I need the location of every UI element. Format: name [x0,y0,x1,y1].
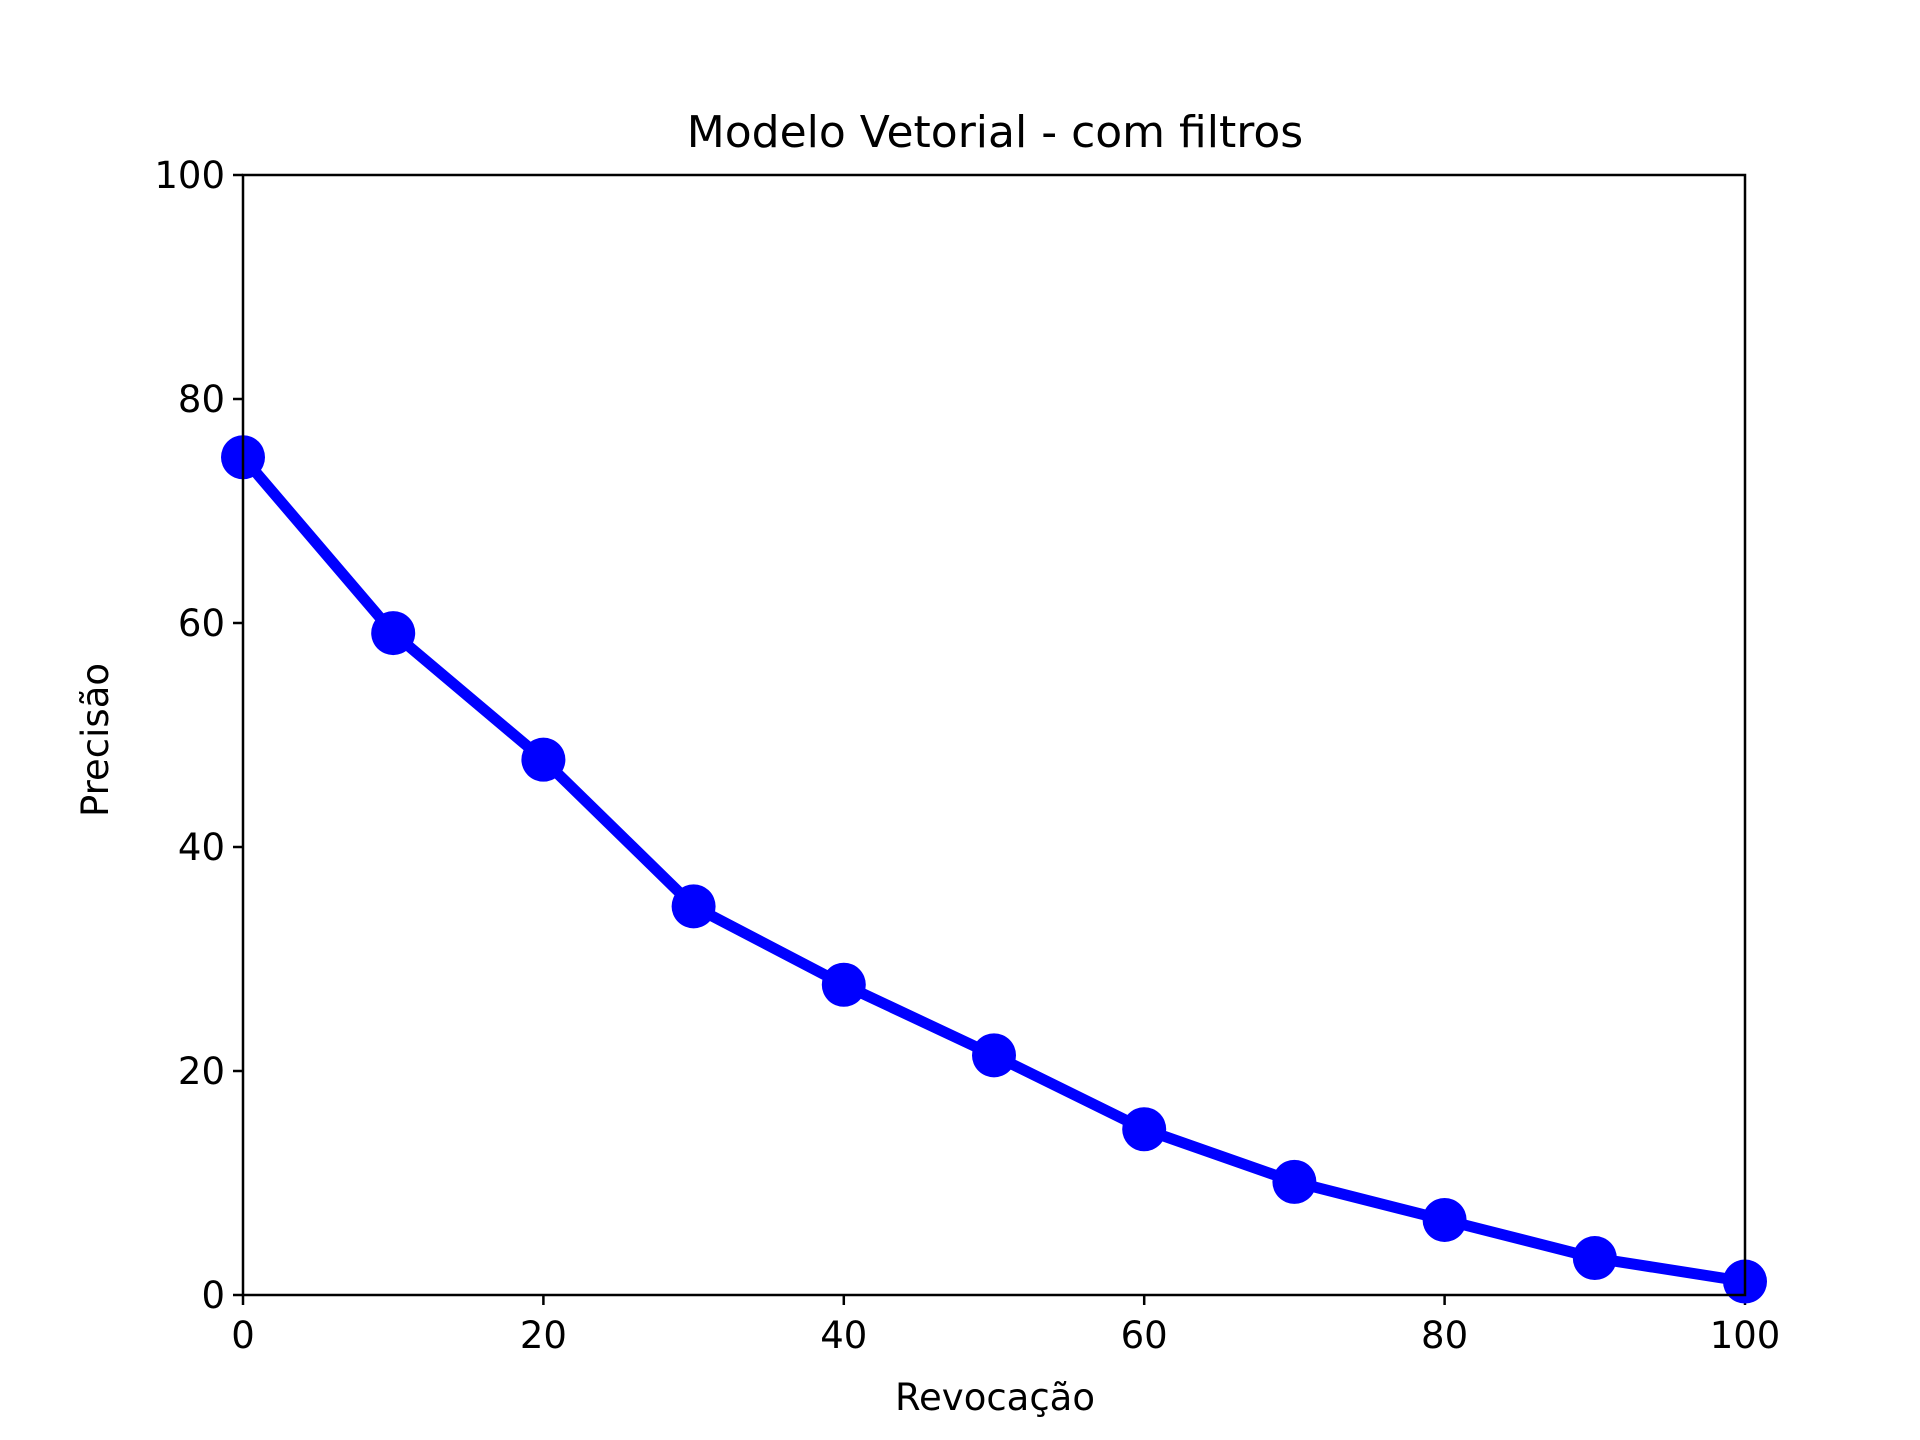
y-tick-label: 100 [154,154,225,197]
chart-title: Modelo Vetorial - com filtros [687,107,1303,158]
data-point [821,962,866,1007]
y-tick-label: 0 [201,1274,225,1317]
series-line [238,453,1746,1287]
data-point [1272,1159,1317,1204]
y-tick-label: 20 [178,1050,225,1093]
y-tick-label: 40 [178,826,225,869]
x-axis-label: Revocação [895,1376,1095,1419]
axes-frame [241,173,1747,1297]
data-point [671,884,716,929]
data-point [972,1033,1016,1078]
x-axis-ticks: 0 20 40 60 80 100 [231,1295,1780,1357]
y-tick-label: 80 [178,378,225,421]
data-point [1572,1236,1617,1281]
data-point [1422,1197,1467,1242]
data-point [1122,1107,1167,1152]
data-point [371,611,416,656]
x-tick-label: 100 [1710,1314,1781,1357]
x-tick-label: 60 [1121,1314,1168,1357]
data-point [521,737,566,782]
y-axis-ticks: 0 20 40 60 80 100 [154,154,243,1317]
y-axis-label: Precisão [74,663,117,817]
x-tick-label: 80 [1421,1314,1468,1357]
x-tick-label: 0 [231,1314,255,1357]
x-tick-label: 40 [820,1314,867,1357]
x-tick-label: 20 [520,1314,567,1357]
series-layer [221,435,1767,1304]
y-tick-label: 60 [178,602,225,645]
